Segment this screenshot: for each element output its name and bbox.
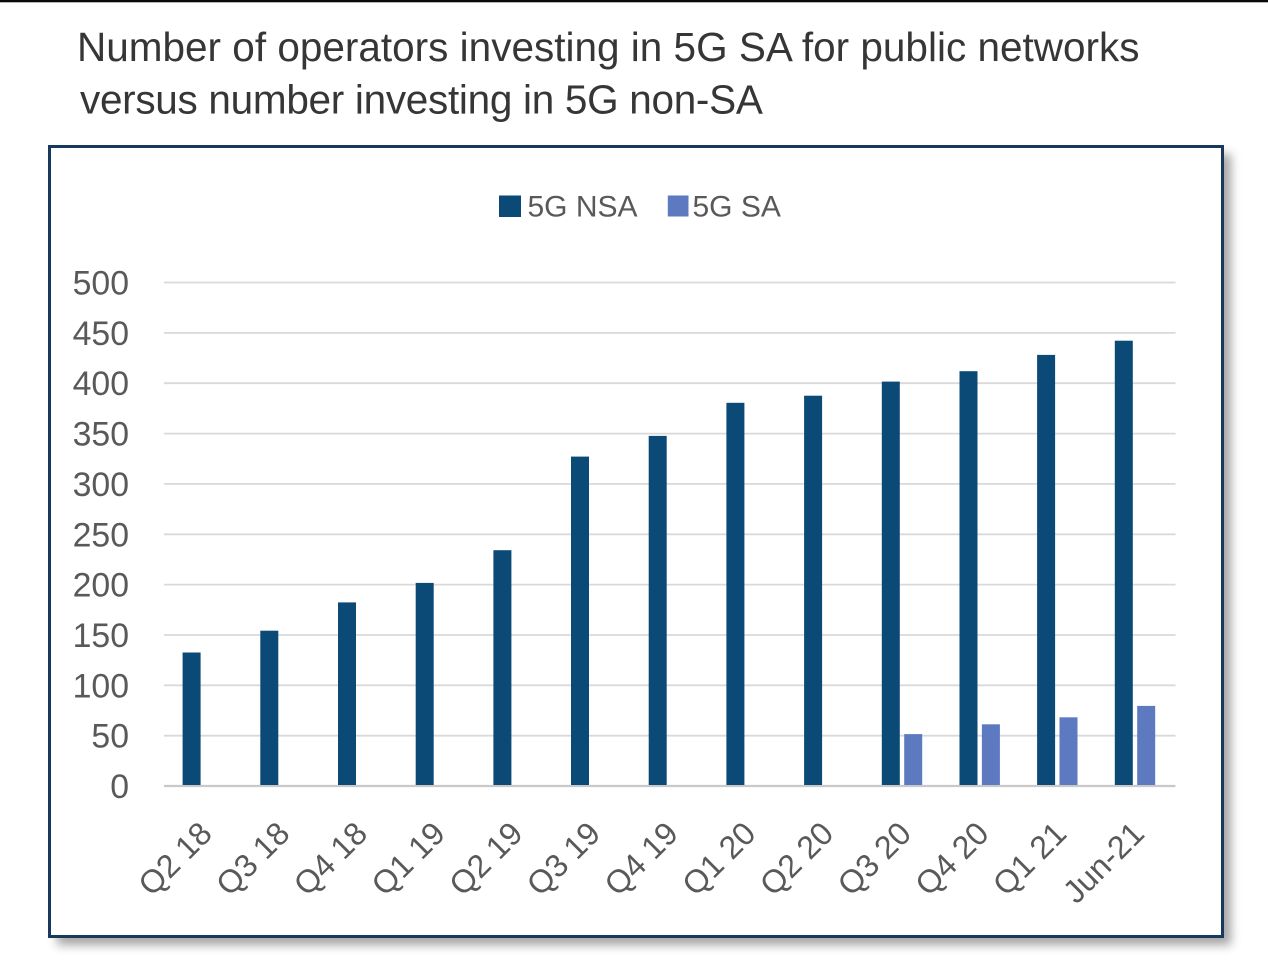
svg-text:450: 450: [73, 315, 129, 353]
svg-text:400: 400: [73, 365, 129, 403]
svg-text:500: 500: [73, 265, 129, 303]
svg-text:50: 50: [91, 718, 129, 756]
svg-text:Number of operators investing: Number of operators investing in 5G SA f…: [77, 24, 1140, 70]
svg-text:300: 300: [73, 466, 129, 504]
svg-text:0: 0: [110, 768, 129, 806]
svg-text:200: 200: [73, 567, 129, 605]
svg-text:250: 250: [73, 516, 129, 554]
svg-text:5G SA: 5G SA: [693, 191, 781, 224]
svg-text:5G NSA: 5G NSA: [528, 191, 638, 224]
svg-text:100: 100: [73, 667, 129, 705]
svg-text:350: 350: [73, 416, 129, 454]
svg-text:150: 150: [73, 617, 129, 655]
svg-text:versus number investing in 5G: versus number investing in 5G non-SA: [80, 77, 763, 123]
